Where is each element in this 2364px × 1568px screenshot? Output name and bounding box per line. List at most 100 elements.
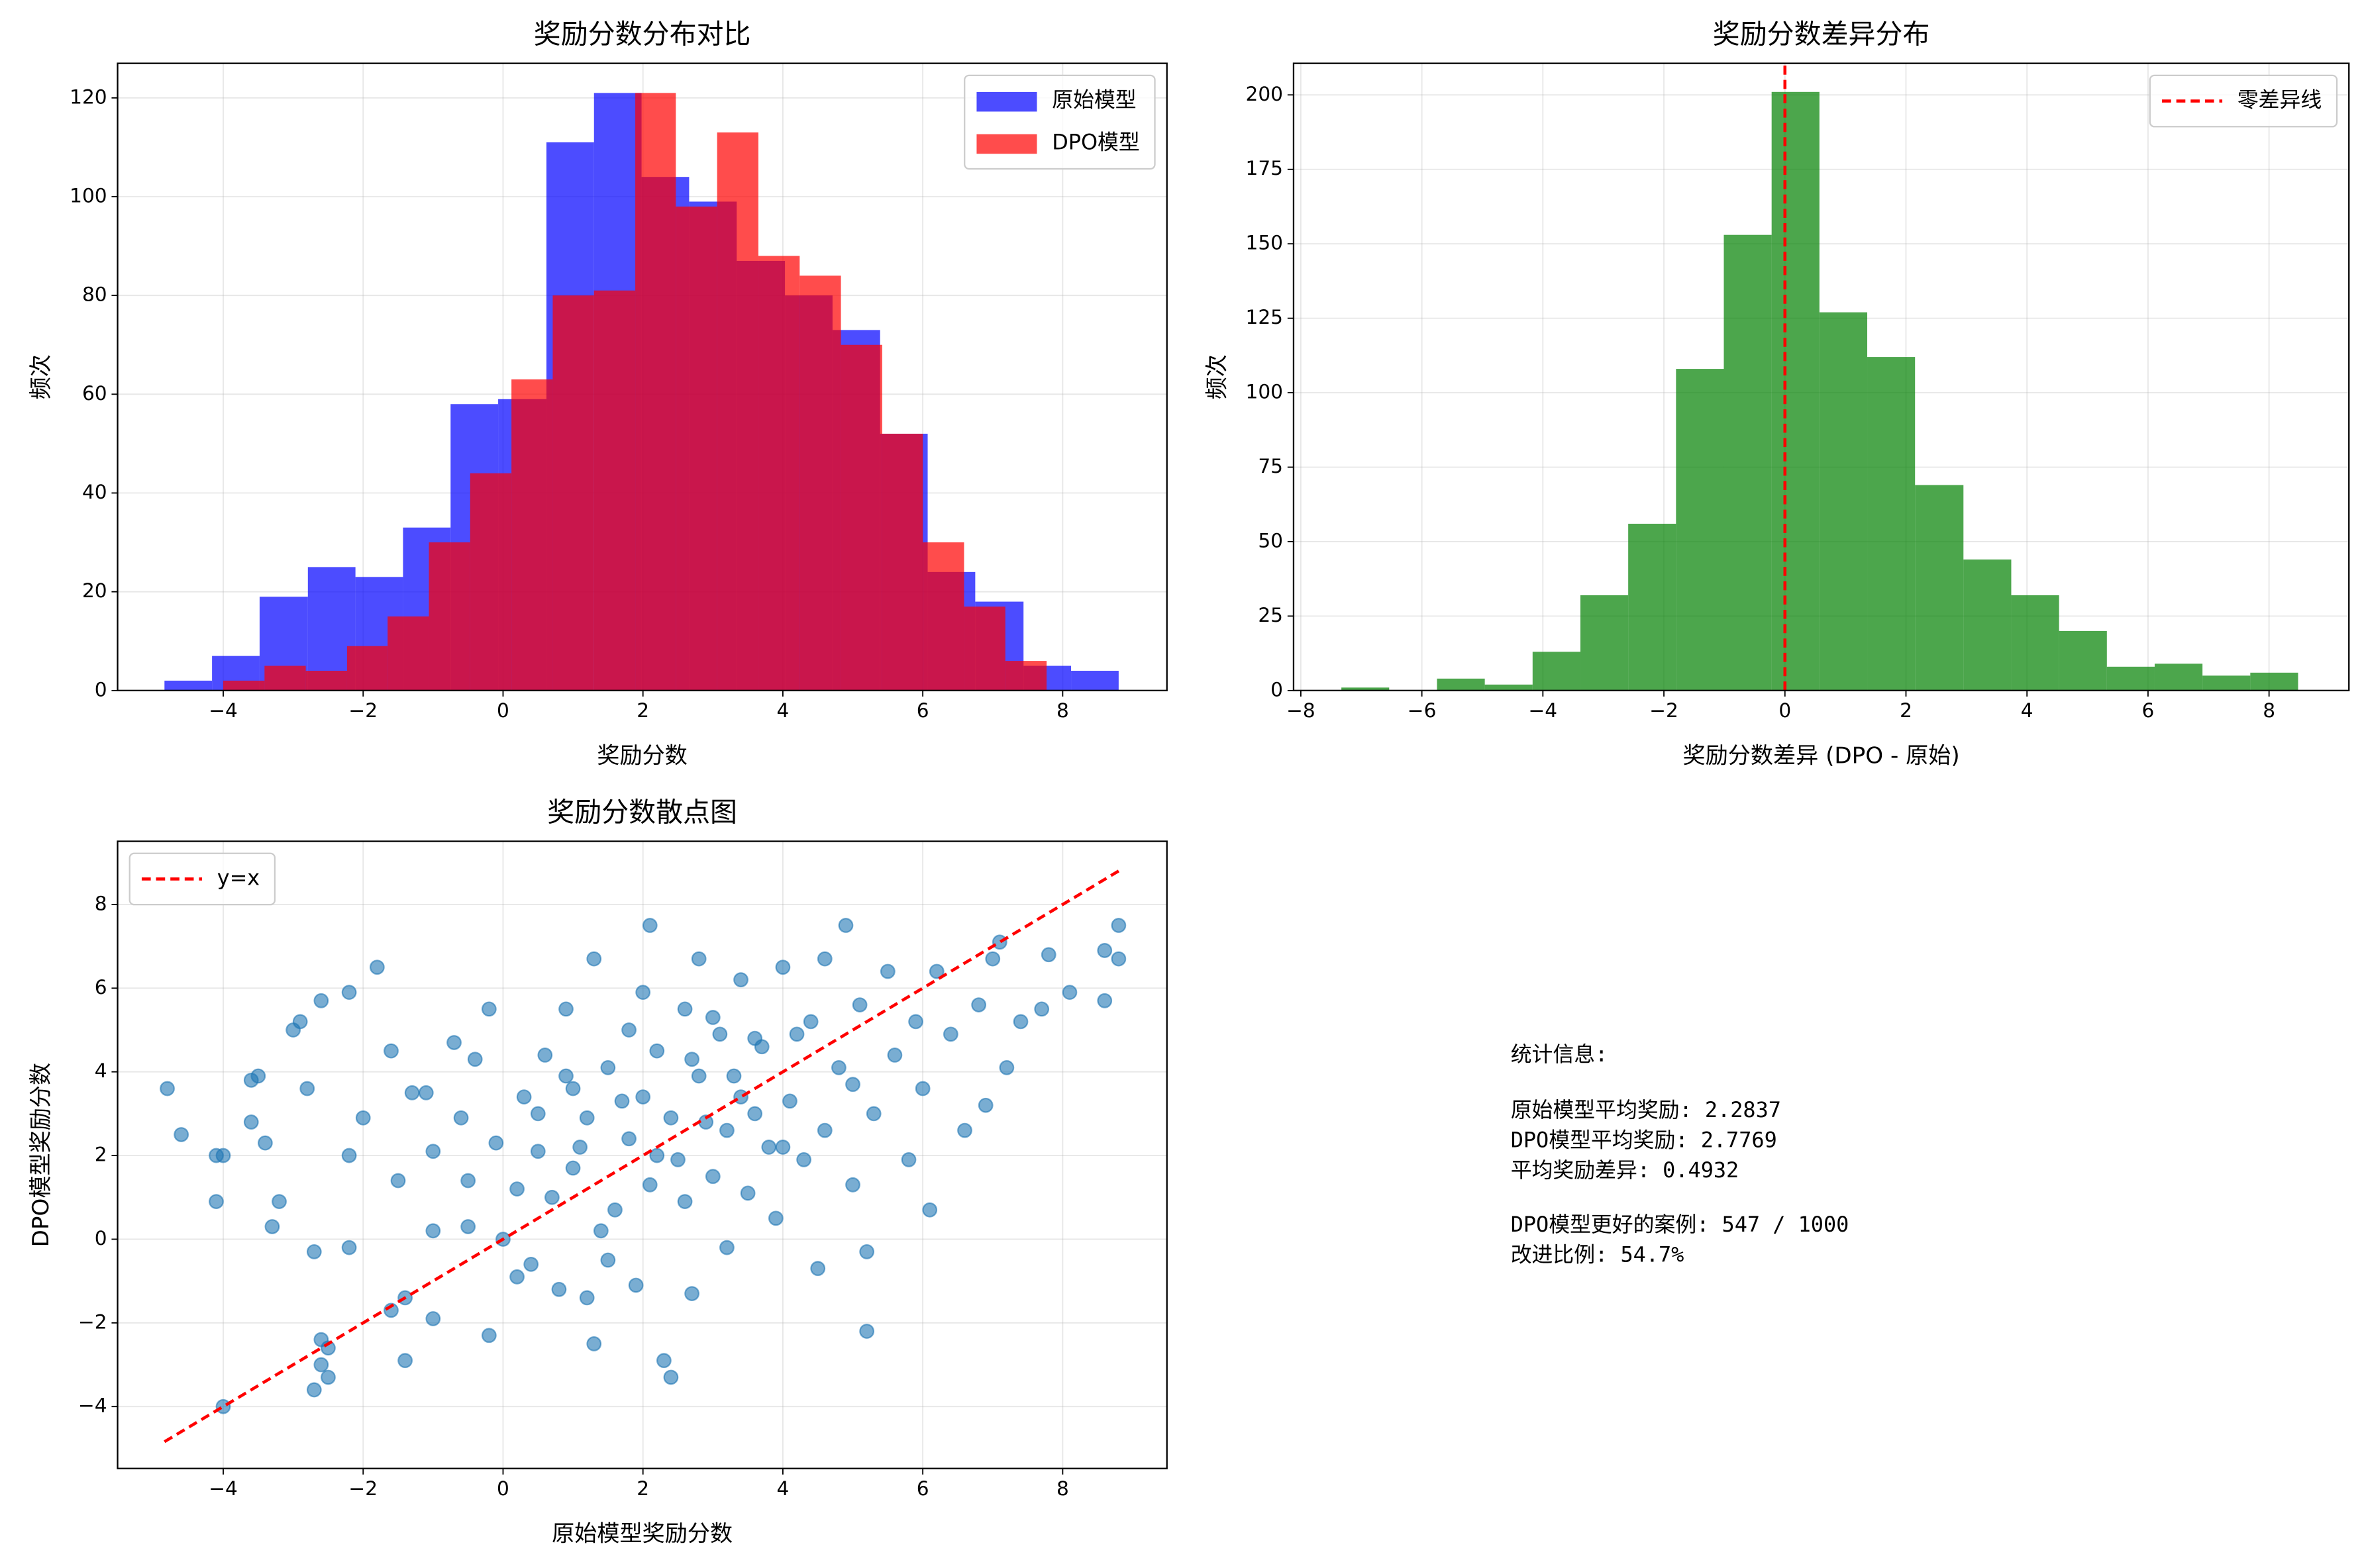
scatter-point xyxy=(747,1030,763,1046)
scatter-point xyxy=(264,1219,280,1234)
scatter-point xyxy=(586,1336,602,1351)
scatter-point xyxy=(384,1043,399,1059)
scatter-point xyxy=(355,1110,371,1126)
scatter-point xyxy=(607,1202,623,1218)
y-tick-label: 75 xyxy=(1258,455,1283,477)
scatter-point xyxy=(901,1152,917,1167)
y-tick-label: −2 xyxy=(78,1310,107,1333)
stats-heading: 统计信息: xyxy=(1511,1042,1608,1067)
legend-label: DPO模型 xyxy=(1052,129,1140,154)
scatter-point xyxy=(1097,993,1113,1008)
scatter-point xyxy=(656,1353,672,1369)
scatter-point xyxy=(509,1181,525,1197)
scatter-point xyxy=(775,1140,791,1155)
scatter-point xyxy=(796,1152,811,1167)
scatter-point xyxy=(523,1256,539,1272)
scatter-point xyxy=(299,1081,315,1097)
scatter-point xyxy=(1013,1014,1029,1030)
x-tick-label: −4 xyxy=(1529,699,1558,722)
axes-frame xyxy=(117,62,1168,691)
x-tick-label: 0 xyxy=(1778,699,1791,722)
scatter-point xyxy=(677,1001,693,1017)
scatter-point xyxy=(306,1382,322,1398)
scatter-point xyxy=(593,1223,609,1239)
x-tick-label: −4 xyxy=(209,1477,238,1500)
scatter-point xyxy=(530,1144,546,1159)
histogram-bar xyxy=(1437,678,1485,691)
scatter-point xyxy=(985,951,1001,967)
histogram-bar xyxy=(758,256,800,691)
scatter-point xyxy=(642,918,658,933)
histogram-bar xyxy=(1580,595,1629,691)
legend-swatch xyxy=(976,91,1037,112)
stats-line: 改进比例: 54.7% xyxy=(1511,1242,1684,1267)
scatter-point xyxy=(726,1068,742,1084)
scatter-point xyxy=(642,1177,658,1193)
histogram-bar xyxy=(2106,666,2155,691)
scatter-point xyxy=(628,1277,644,1293)
histogram-bar xyxy=(552,295,594,691)
histogram-bar xyxy=(1819,312,1868,691)
scatter-point xyxy=(845,1077,860,1093)
chart-title: 奖励分数分布对比 xyxy=(534,19,751,50)
y-tick-label: 20 xyxy=(82,579,107,602)
scatter-point xyxy=(866,1106,882,1122)
scatter-point xyxy=(160,1081,175,1097)
scatter-point xyxy=(467,1052,483,1067)
scatter-point xyxy=(929,963,945,979)
histogram-bar xyxy=(841,344,882,691)
scatter-point xyxy=(369,959,385,975)
histogram-bar xyxy=(799,275,841,691)
x-axis-label: 奖励分数 xyxy=(597,743,687,769)
plot-area xyxy=(164,93,1119,691)
scatter-point xyxy=(649,1043,665,1059)
scatter-point xyxy=(544,1189,560,1205)
scatter-point xyxy=(321,1369,336,1385)
histogram-bar xyxy=(387,616,429,691)
scatter-point xyxy=(957,1122,972,1138)
x-tick-label: 6 xyxy=(917,699,929,722)
y-axis-label: DPO模型奖励分数 xyxy=(28,1063,54,1248)
histogram-bar xyxy=(2250,672,2298,691)
y-tick-label: 150 xyxy=(1246,232,1283,254)
scatter-point xyxy=(670,1152,686,1167)
scatter-point xyxy=(684,1052,700,1067)
legend: y=x xyxy=(128,852,276,906)
x-tick-label: 8 xyxy=(2263,699,2275,722)
chart-title: 奖励分数差异分布 xyxy=(1713,19,1930,50)
x-tick-label: 0 xyxy=(497,1477,509,1500)
scatter-point xyxy=(579,1290,595,1306)
histogram-bar xyxy=(676,206,717,691)
stats-line: 平均奖励差异: 0.4932 xyxy=(1511,1157,1739,1183)
scatter-point xyxy=(845,1177,860,1193)
x-tick-label: −4 xyxy=(209,699,238,722)
axes-frame xyxy=(117,840,1168,1469)
y-tick-label: 50 xyxy=(1258,529,1283,552)
scatter-point xyxy=(586,951,602,967)
histogram-bar xyxy=(223,680,265,691)
y-tick-label: 100 xyxy=(70,185,107,207)
scatter-point xyxy=(313,1357,329,1373)
scatter-point xyxy=(719,1122,735,1138)
scatter-point xyxy=(614,1093,630,1109)
scatter-point xyxy=(803,1014,819,1030)
scatter-point xyxy=(684,1286,700,1301)
legend-label: 原始模型 xyxy=(1052,87,1136,113)
stats-line: DPO模型平均奖励: 2.7769 xyxy=(1511,1128,1777,1153)
scatter-point xyxy=(1062,985,1078,1001)
y-tick-label: 2 xyxy=(95,1144,107,1166)
scatter-point xyxy=(943,1026,958,1042)
scatter-point xyxy=(390,1173,406,1189)
scatter-point xyxy=(481,1001,497,1017)
histogram-bar xyxy=(923,542,964,691)
scatter-point xyxy=(341,985,357,1001)
scatter-point xyxy=(446,1035,462,1050)
scatter-point xyxy=(880,963,896,979)
scatter-point xyxy=(306,1244,322,1259)
histogram-bar xyxy=(1071,670,1119,691)
scatter-point xyxy=(887,1048,903,1063)
scatter-point xyxy=(425,1311,441,1326)
